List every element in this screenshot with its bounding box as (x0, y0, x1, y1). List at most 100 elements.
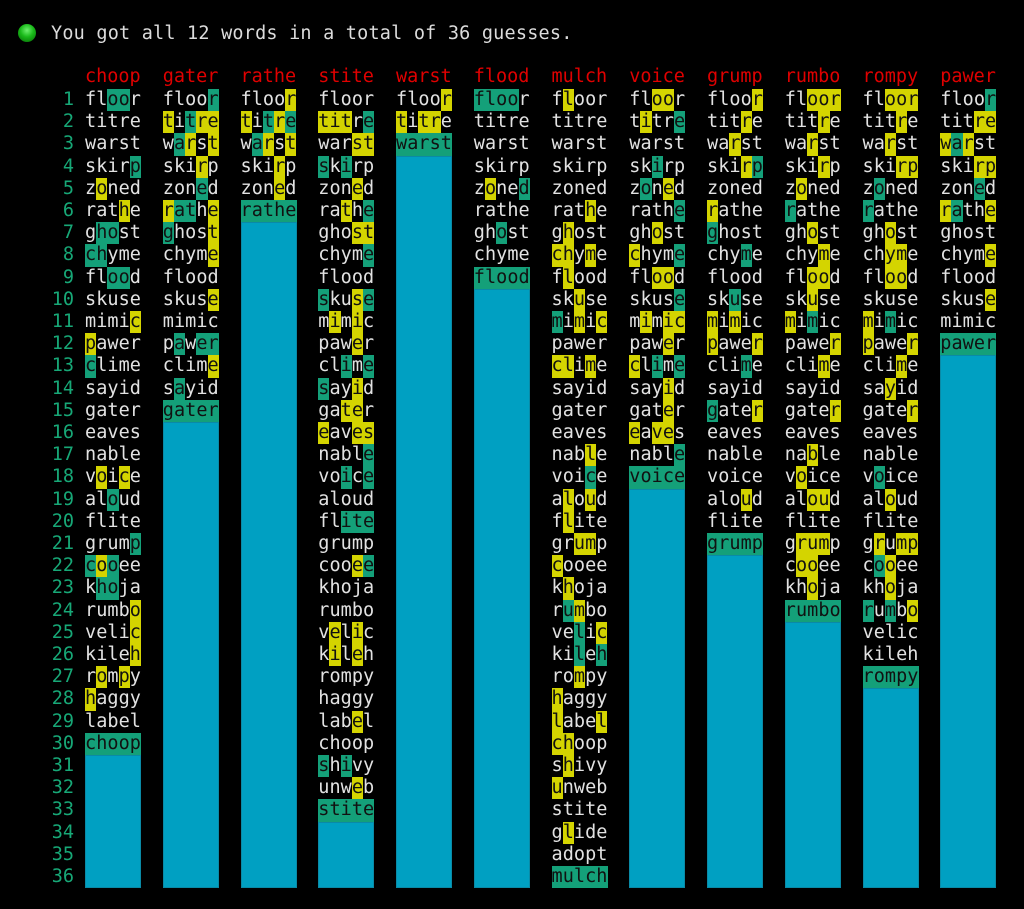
guess-letter: t (351, 510, 363, 533)
guess-letter: o (884, 222, 897, 245)
guess-letter: t (262, 200, 275, 221)
guess-letter: i (896, 311, 908, 332)
guess-letter: k (318, 577, 330, 599)
guess-letter: v (729, 422, 741, 443)
guess-letter: d (207, 266, 219, 288)
guess-letter: z (318, 177, 330, 199)
guess-letter: s (585, 222, 597, 244)
guess-letter: f (862, 89, 874, 110)
guess-letter: f (318, 266, 330, 288)
guess-letter: b (585, 599, 597, 621)
guess-letter: o (496, 222, 508, 245)
guess-letter: m (196, 355, 208, 377)
guess-letter: e (440, 111, 452, 133)
guess-letter: f (551, 89, 563, 110)
guess-letter: i (407, 111, 419, 133)
guess-letter: r (873, 533, 885, 556)
guess-letter: r (207, 333, 219, 356)
row-number: 17 (51, 444, 74, 466)
guess-letter: o (596, 599, 608, 621)
guess-letter: o (329, 466, 341, 488)
guess-letter: e (818, 422, 830, 443)
guess-letter: a (873, 422, 885, 443)
guess-letter: t (318, 111, 330, 134)
guess-letter: r (807, 133, 819, 156)
guess-letter: t (207, 133, 219, 156)
solved-column-fill (862, 688, 919, 889)
guess-letter: l (107, 644, 119, 665)
guess-letter: c (585, 866, 597, 887)
guess-letter: e (596, 355, 608, 377)
guess-letter: b (363, 777, 375, 799)
guess-letter: e (751, 510, 763, 532)
guess-letter: o (640, 177, 652, 200)
guess-letter: e (896, 644, 908, 665)
guess-letter: n (962, 177, 974, 199)
guess-letter: t (651, 399, 663, 421)
guess-letter: r (674, 333, 686, 355)
guess-letter: e (829, 355, 841, 377)
guess-letter: r (751, 333, 763, 356)
guess-letter: d (363, 177, 375, 199)
guess-letter: i (484, 111, 497, 133)
guess-letter: i (729, 466, 741, 488)
guess-letter: z (784, 177, 796, 199)
guess-letter: r (551, 666, 563, 688)
guess-letter: h (484, 222, 497, 244)
solved-column-fill (240, 222, 297, 889)
guess-letter: r (729, 133, 741, 156)
guess-letter: m (740, 244, 752, 267)
guess-letter: o (896, 266, 908, 289)
guess-letter: p (129, 533, 141, 556)
guess-letter: y (129, 666, 141, 688)
status-bar: You got all 12 words in a total of 36 gu… (18, 21, 573, 45)
guess-letter: h (118, 200, 130, 223)
guess-letter: s (862, 155, 874, 177)
guess-letter: c (740, 466, 752, 488)
guess-letter: l (873, 266, 885, 288)
guess-letter: e (896, 177, 908, 199)
guess-letter: c (818, 466, 830, 488)
guess-letter: e (351, 399, 363, 422)
guess-letter: i (118, 311, 130, 332)
guess-letter: e (751, 444, 763, 466)
guess-letter: i (873, 311, 885, 332)
guess-letter: p (629, 333, 641, 355)
guess-letter: e (973, 177, 985, 200)
guess-letter: g (629, 222, 641, 244)
guess-letter: y (185, 377, 197, 399)
guess-letter: u (729, 533, 741, 554)
guess-letter: g (707, 399, 719, 422)
row-number: 30 (51, 732, 74, 754)
guess-letter: y (884, 377, 897, 400)
guess-letter: r (862, 666, 874, 688)
guess-letter: e (363, 466, 375, 489)
guess-letter: m (185, 311, 197, 332)
guess-letter: f (396, 89, 408, 110)
guess-letter: a (951, 200, 963, 223)
answer-word: grump (707, 66, 763, 87)
guess-letter: b (340, 444, 352, 466)
guess-letter: p (829, 155, 841, 177)
